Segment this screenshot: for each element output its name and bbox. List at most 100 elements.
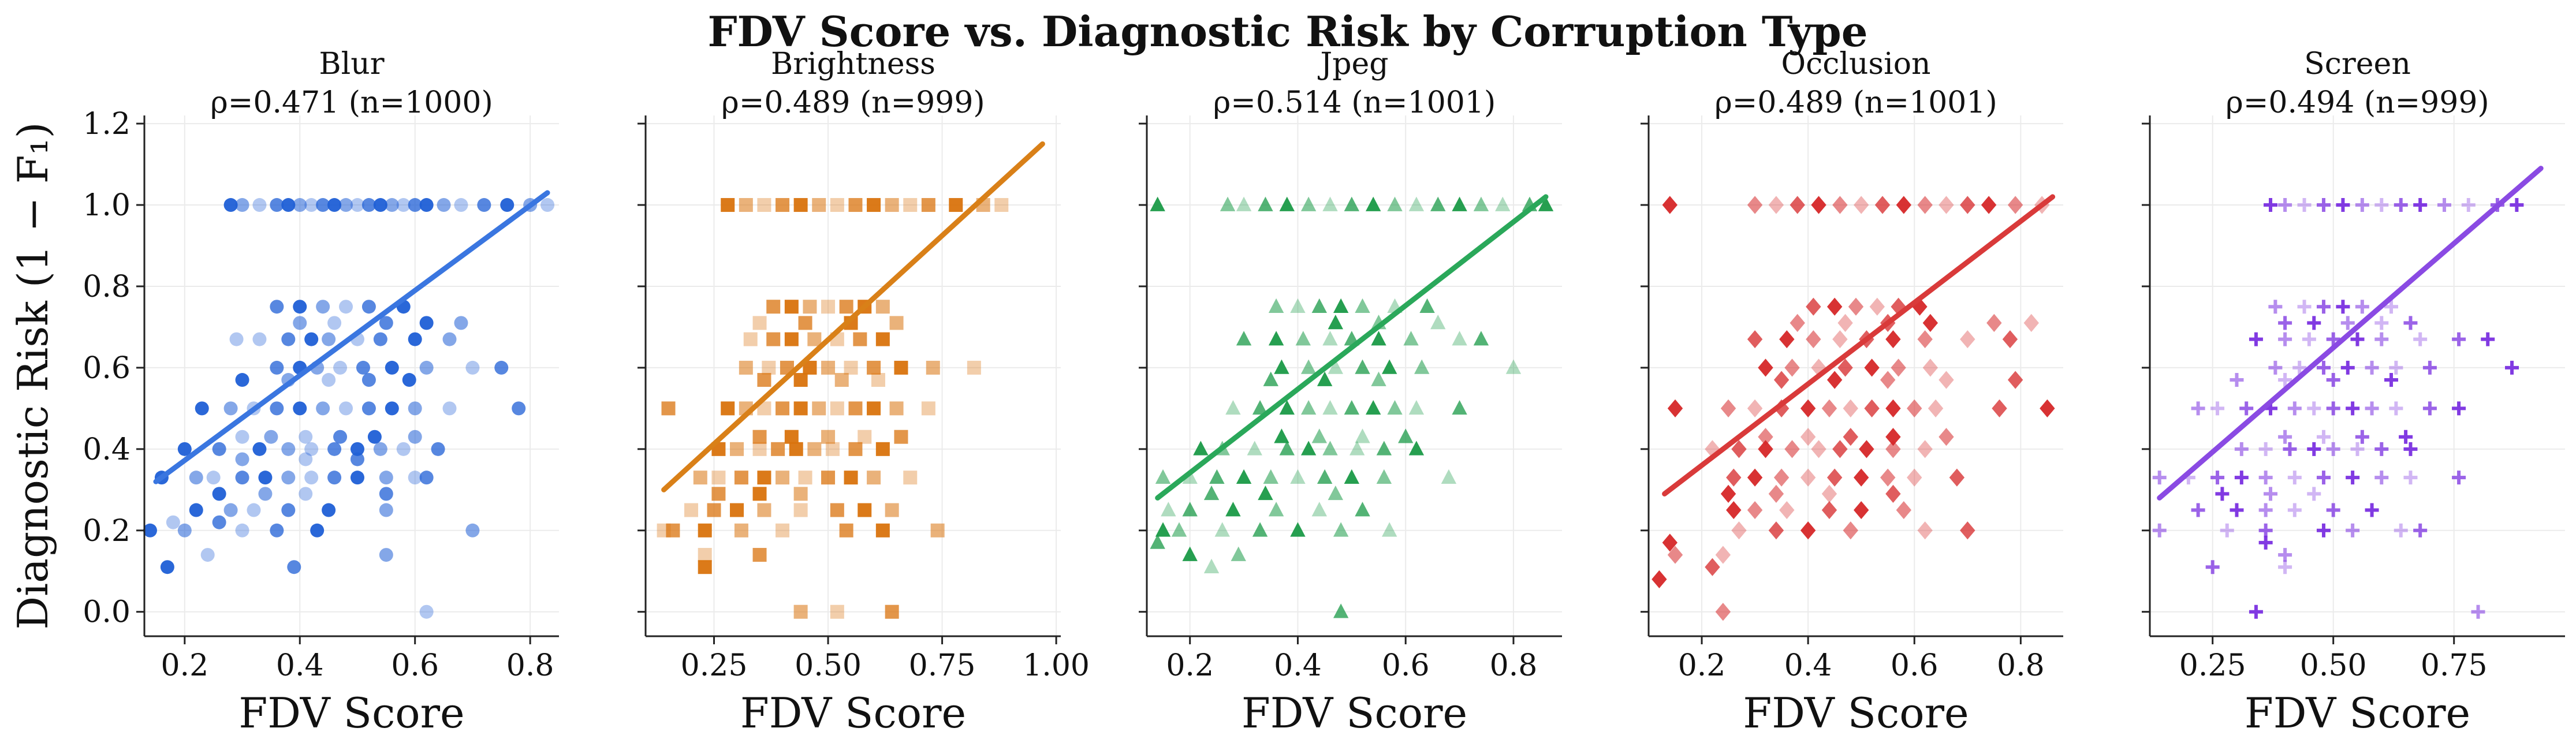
data-point — [1355, 359, 1370, 374]
data-point — [1843, 399, 1858, 417]
data-point — [2316, 360, 2331, 375]
data-point — [1268, 331, 1284, 346]
data-point — [287, 560, 301, 574]
data-point — [707, 503, 721, 517]
data-point — [1408, 400, 1425, 415]
data-point — [1328, 359, 1344, 374]
data-point — [793, 198, 808, 212]
data-point — [793, 604, 808, 619]
data-point — [994, 198, 1009, 212]
x-tick-label: 0.4 — [1274, 648, 1322, 683]
data-point — [776, 471, 790, 485]
data-point — [848, 198, 863, 212]
data-point — [2302, 332, 2316, 346]
data-point — [921, 198, 935, 212]
panel-stat: ρ=0.514 (n=1001) — [1213, 85, 1496, 120]
data-point — [2287, 503, 2302, 517]
data-points — [1652, 196, 2055, 621]
data-point — [512, 401, 526, 416]
data-point — [379, 503, 393, 517]
data-point — [1758, 428, 1773, 446]
data-point — [2234, 471, 2249, 485]
data-point — [2023, 313, 2039, 332]
data-point — [721, 401, 735, 416]
data-point — [1381, 359, 1397, 374]
data-point — [875, 442, 890, 456]
data-point — [2452, 332, 2466, 346]
data-point — [419, 360, 434, 375]
data-point — [967, 360, 981, 375]
data-point — [2258, 503, 2273, 517]
data-point — [1161, 502, 1176, 517]
data-point — [2413, 332, 2428, 346]
data-point — [2384, 300, 2399, 314]
data-point — [2297, 198, 2312, 212]
data-point — [821, 471, 836, 485]
y-tick-label: 0.2 — [83, 514, 131, 548]
data-point — [858, 430, 872, 444]
data-point — [2210, 471, 2225, 485]
data-point — [160, 560, 174, 574]
data-point — [875, 523, 890, 537]
data-point — [2355, 430, 2369, 444]
data-point — [1290, 522, 1306, 537]
x-tick-label: 1.00 — [1023, 648, 1090, 683]
x-tick-label: 0.2 — [1166, 648, 1214, 683]
data-point — [2249, 332, 2263, 346]
data-point — [1667, 546, 1683, 564]
data-point — [1715, 603, 1731, 621]
data-point — [1317, 371, 1333, 386]
data-point — [1236, 196, 1252, 211]
data-point — [2336, 198, 2350, 212]
panel-title: Blur — [319, 47, 384, 81]
data-point — [1381, 522, 1397, 537]
data-point — [1414, 359, 1430, 374]
data-point — [1790, 313, 1805, 332]
data-point — [1720, 399, 1736, 417]
data-point — [793, 373, 808, 387]
data-point — [889, 401, 904, 416]
data-point — [1452, 400, 1467, 415]
data-point — [698, 523, 712, 537]
data-point — [1885, 428, 1901, 446]
data-point — [1960, 521, 1975, 540]
regression-line — [1662, 194, 2056, 497]
x-tick-label: 0.75 — [909, 648, 976, 683]
data-point — [310, 523, 325, 537]
data-point — [143, 523, 157, 537]
x-axis-label: FDV Score — [1743, 689, 1969, 737]
data-point — [2278, 198, 2292, 212]
data-point — [2316, 430, 2331, 444]
panel-title: Screen — [2304, 47, 2411, 81]
data-point — [1365, 400, 1381, 415]
data-point — [1652, 570, 1667, 588]
data-point — [235, 198, 249, 212]
data-point — [339, 198, 353, 212]
data-point — [867, 471, 881, 485]
x-axis-label: FDV Score — [238, 689, 464, 737]
data-point — [1155, 469, 1171, 484]
data-point — [333, 430, 348, 444]
data-point — [419, 471, 434, 485]
data-point — [1430, 314, 1446, 330]
data-point — [784, 430, 799, 444]
panel-jpeg: 0.2 0.4 0.6 0.8 Jpeg ρ=0.514 (n=1001) FDV Scor… — [1139, 47, 1562, 737]
data-point — [500, 198, 515, 212]
data-point — [385, 401, 399, 416]
data-point — [1225, 400, 1241, 415]
data-point — [2307, 442, 2321, 456]
y-axis-label: Diagnostic Risk (1 − F₁) — [9, 122, 57, 629]
data-point — [2307, 487, 2321, 501]
data-point — [734, 523, 748, 537]
data-point — [2258, 471, 2273, 485]
data-point — [2394, 198, 2408, 212]
data-point — [1441, 469, 1457, 484]
data-point — [1779, 330, 1795, 349]
x-axis-label: FDV Score — [740, 689, 966, 737]
data-point — [408, 430, 422, 444]
data-point — [1317, 469, 1333, 484]
data-point — [1295, 331, 1311, 346]
data-point — [1800, 428, 1816, 446]
x-axis-label: FDV Score — [1242, 689, 1467, 737]
